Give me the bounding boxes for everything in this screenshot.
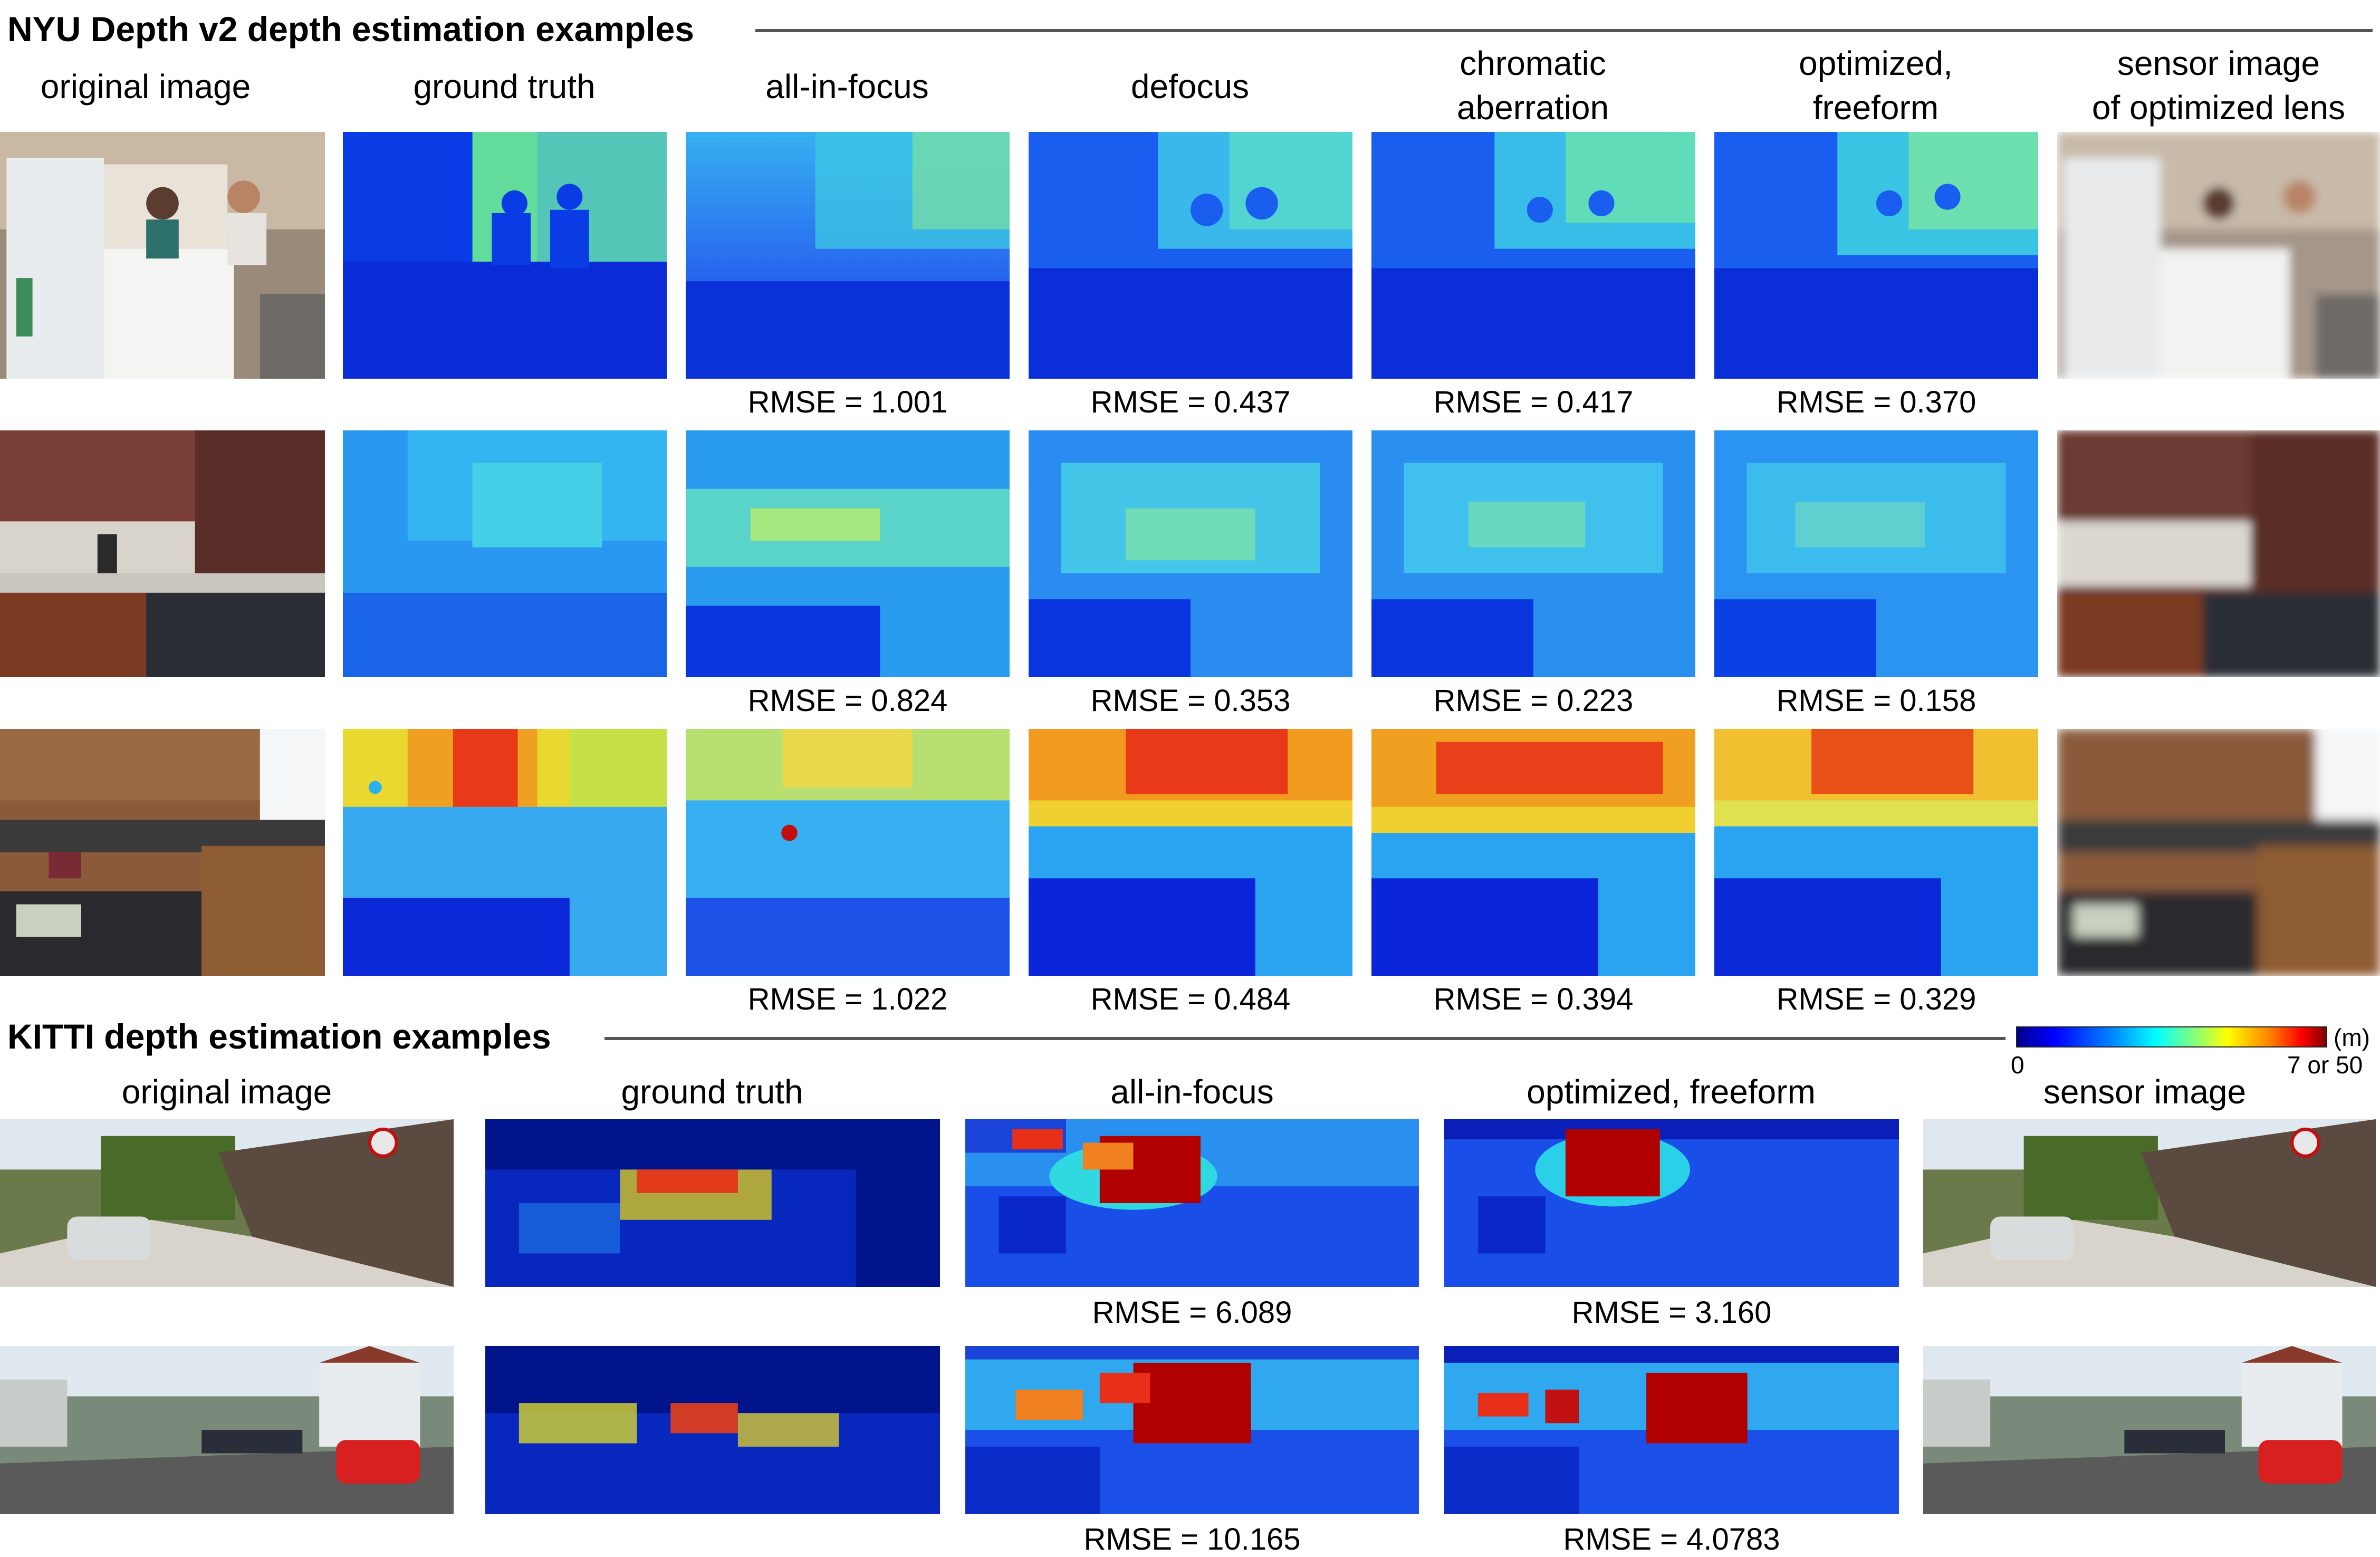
kitti-col-head-sensor: sensor image: [2043, 1073, 2247, 1111]
nyu-row2-photo: [0, 430, 325, 677]
kitti-row1-all-in-focus: [965, 1119, 1419, 1287]
nyu-col-head-optimized: optimized, freeform: [1799, 44, 1953, 127]
kitti-row2-sensor: [1923, 1346, 2376, 1514]
colorbar-max-label: 7 or 50: [2287, 1051, 2363, 1079]
kitti-row1-photo: [0, 1119, 454, 1287]
nyu-col-head-all-in-focus: all-in-focus: [765, 68, 929, 105]
kitti-row1-sensor: [1923, 1119, 2376, 1287]
kitti-row2-optimized: [1444, 1346, 1899, 1514]
nyu-row1-sensor: [2057, 132, 2380, 379]
kitti-row2-photo: [0, 1346, 454, 1514]
colorbar-unit: (m): [2334, 1024, 2370, 1051]
nyu-row1-ground-truth: [343, 132, 667, 379]
nyu-col-head-sensor: sensor image of optimized lens: [2091, 44, 2346, 127]
nyu-row3-ground-truth: [343, 729, 667, 976]
nyu-row1-chromatic: [1371, 132, 1695, 379]
nyu-row2-optimized: [1714, 430, 2038, 677]
nyu-row3-defocus: [1029, 729, 1352, 976]
nyu-row1-rmse-defocus: RMSE = 0.437: [1090, 385, 1291, 419]
nyu-row2-rmse-all-in-focus: RMSE = 0.824: [747, 684, 948, 718]
nyu-row2-chromatic: [1371, 430, 1695, 677]
nyu-row2-rmse-defocus: RMSE = 0.353: [1090, 684, 1291, 718]
nyu-row3-photo: [0, 729, 325, 976]
nyu-row1-all-in-focus: [686, 132, 1010, 379]
kitti-row1-optimized: [1444, 1119, 1899, 1287]
nyu-row3-rmse-chromatic: RMSE = 0.394: [1433, 982, 1634, 1016]
kitti-row2-rmse-all-in-focus: RMSE = 10.165: [1083, 1522, 1301, 1556]
kitti-row1-rmse-optimized: RMSE = 3.160: [1571, 1295, 1772, 1330]
nyu-col-head-ground-truth: ground truth: [413, 68, 596, 105]
kitti-row2-rmse-optimized: RMSE = 4.0783: [1563, 1522, 1780, 1556]
kitti-row1-rmse-all-in-focus: RMSE = 6.089: [1092, 1295, 1292, 1330]
nyu-row1-defocus: [1029, 132, 1352, 379]
kitti-col-head-optimized: optimized, freeform: [1527, 1073, 1816, 1111]
nyu-row3-optimized: [1714, 729, 2038, 976]
nyu-row2-all-in-focus: [686, 430, 1010, 677]
nyu-col-head-original: original image: [40, 68, 251, 105]
nyu-row2-defocus: [1029, 430, 1352, 677]
kitti-row1-ground-truth: [485, 1119, 940, 1287]
nyu-row1-rmse-optimized: RMSE = 0.370: [1776, 385, 1976, 419]
nyu-title-rule: [755, 29, 2373, 32]
nyu-row1-rmse-chromatic: RMSE = 0.417: [1433, 385, 1634, 419]
nyu-col-head-defocus: defocus: [1130, 68, 1250, 105]
nyu-row3-chromatic: [1371, 729, 1695, 976]
nyu-row1-optimized: [1714, 132, 2038, 379]
kitti-title-rule: [604, 1037, 2005, 1040]
nyu-row3-sensor: [2057, 729, 2380, 976]
nyu-row3-rmse-all-in-focus: RMSE = 1.022: [747, 982, 948, 1016]
nyu-row1-rmse-all-in-focus: RMSE = 1.001: [747, 385, 948, 419]
depth-colorbar: [2016, 1026, 2327, 1047]
kitti-row2-all-in-focus: [965, 1346, 1419, 1514]
nyu-row2-rmse-optimized: RMSE = 0.158: [1776, 684, 1976, 718]
colorbar-min-label: 0: [2011, 1051, 2024, 1079]
nyu-row2-ground-truth: [343, 430, 667, 677]
nyu-section-title: NYU Depth v2 depth estimation examples: [7, 9, 694, 49]
nyu-row3-rmse-optimized: RMSE = 0.329: [1776, 982, 1976, 1016]
kitti-row2-ground-truth: [485, 1346, 940, 1514]
kitti-col-head-ground-truth: ground truth: [621, 1073, 803, 1111]
nyu-row3-rmse-defocus: RMSE = 0.484: [1090, 982, 1291, 1016]
nyu-row1-photo: [0, 132, 325, 379]
kitti-section-title: KITTI depth estimation examples: [7, 1017, 551, 1056]
nyu-col-head-chromatic: chromatic aberration: [1456, 44, 1609, 127]
kitti-col-head-original: original image: [121, 1073, 332, 1111]
nyu-row2-sensor: [2057, 430, 2380, 677]
kitti-col-head-all-in-focus: all-in-focus: [1110, 1073, 1274, 1111]
nyu-row3-all-in-focus: [686, 729, 1010, 976]
nyu-row2-rmse-chromatic: RMSE = 0.223: [1433, 684, 1634, 718]
